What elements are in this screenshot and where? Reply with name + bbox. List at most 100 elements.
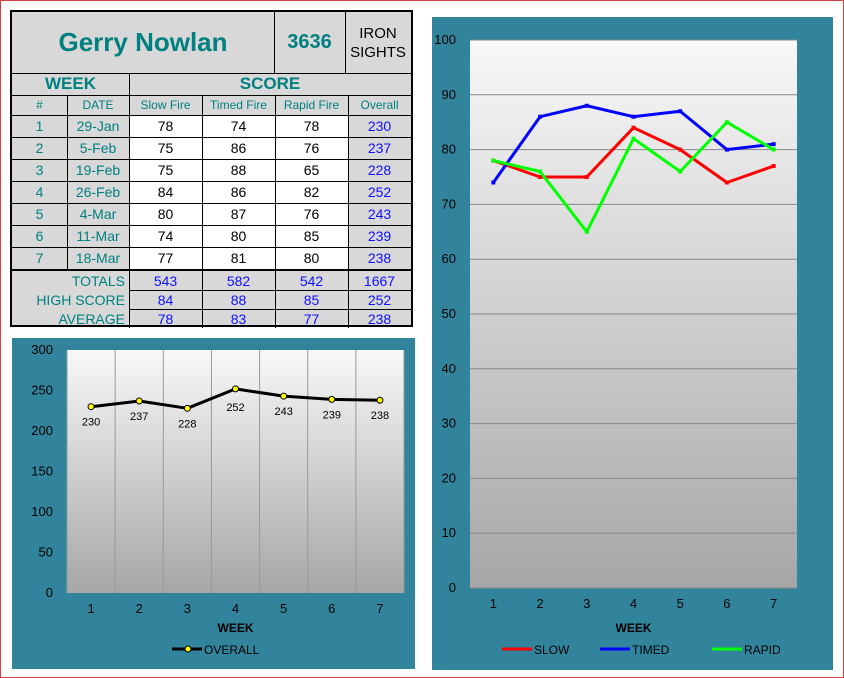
row-cell-timed[interactable]: 80: [202, 225, 275, 247]
row-cell-slow[interactable]: 75: [129, 137, 202, 159]
y-tick-label: 100: [31, 504, 53, 519]
row-cell-timed[interactable]: 88: [202, 159, 275, 181]
footer-label[interactable]: HIGH SCORE: [36, 291, 125, 308]
footer-timed[interactable]: 582: [226, 272, 251, 289]
row-cell-overall[interactable]: 252: [367, 184, 392, 200]
data-label: 239: [323, 409, 341, 421]
footer-rapid[interactable]: 542: [299, 272, 324, 289]
footer-label[interactable]: TOTALS: [71, 272, 125, 289]
row-cell-timed[interactable]: 87: [202, 203, 275, 225]
row-cell-date[interactable]: 4-Mar: [79, 206, 117, 222]
row-cell-n[interactable]: 4: [35, 184, 44, 200]
row-cell-rapid[interactable]: 76: [275, 203, 348, 225]
data-point: [771, 142, 776, 147]
row-cell-n[interactable]: 7: [35, 250, 44, 266]
row-cell-timed[interactable]: 86: [202, 137, 275, 159]
grid-line: [129, 290, 411, 291]
row-cell-slow[interactable]: 80: [129, 203, 202, 225]
data-point: [135, 397, 143, 405]
y-tick-label: 0: [46, 585, 53, 600]
footer-label[interactable]: AVERAGE: [58, 310, 125, 327]
footer-slow[interactable]: 78: [157, 310, 174, 327]
data-point: [724, 147, 729, 152]
x-tick-label: 2: [536, 596, 543, 611]
y-tick-label: 50: [442, 306, 456, 321]
row-cell-rapid[interactable]: 76: [275, 137, 348, 159]
row-cell-overall[interactable]: 239: [367, 228, 392, 244]
footer-timed[interactable]: 88: [230, 291, 247, 308]
data-point: [631, 136, 636, 141]
data-point: [538, 169, 543, 174]
row-cell-n[interactable]: 5: [35, 206, 44, 222]
grid-line: [12, 269, 411, 271]
score-table: Gerry Nowlan 3636 IRON SIGHTS WEEK SCORE…: [10, 10, 413, 328]
y-tick-label: 150: [31, 464, 53, 479]
shooter-number[interactable]: 3636: [287, 31, 332, 53]
row-cell-overall[interactable]: 230: [367, 118, 392, 134]
row-cell-slow[interactable]: 74: [129, 225, 202, 247]
y-tick-label: 200: [31, 423, 53, 438]
grid-line: [12, 181, 411, 182]
sight-type[interactable]: IRON SIGHTS: [345, 12, 411, 73]
footer-rapid[interactable]: 77: [303, 310, 320, 327]
row-cell-date[interactable]: 29-Jan: [76, 118, 120, 134]
row-cell-rapid[interactable]: 82: [275, 181, 348, 203]
column-header[interactable]: Overall: [360, 98, 399, 112]
legend-label: OVERALL: [204, 643, 260, 657]
footer-timed[interactable]: 83: [230, 310, 247, 327]
overall-chart-panel: 0 50 100 150 200 250 300 1 2 3 4 5 6 7 WEEK 230 237 228 25…: [12, 338, 415, 669]
row-cell-slow[interactable]: 78: [129, 115, 202, 137]
footer-slow[interactable]: 84: [157, 291, 174, 308]
data-point: [678, 147, 683, 152]
row-cell-overall[interactable]: 228: [367, 162, 392, 178]
data-point: [631, 125, 636, 130]
row-cell-overall[interactable]: 237: [367, 140, 392, 156]
column-header[interactable]: Rapid Fire: [283, 98, 340, 112]
row-cell-rapid[interactable]: 65: [275, 159, 348, 181]
row-cell-date[interactable]: 5-Feb: [79, 140, 117, 156]
row-cell-date[interactable]: 26-Feb: [75, 184, 121, 200]
row-cell-n[interactable]: 1: [35, 118, 44, 134]
column-header[interactable]: #: [36, 98, 43, 112]
row-cell-overall[interactable]: 243: [367, 206, 392, 222]
row-cell-rapid[interactable]: 78: [275, 115, 348, 137]
row-cell-timed[interactable]: 86: [202, 181, 275, 203]
row-cell-n[interactable]: 2: [35, 140, 44, 156]
row-cell-slow[interactable]: 75: [129, 159, 202, 181]
row-cell-overall[interactable]: 238: [367, 250, 392, 266]
footer-overall[interactable]: 238: [367, 310, 392, 327]
row-cell-date[interactable]: 11-Mar: [76, 228, 120, 244]
footer-slow[interactable]: 543: [153, 272, 178, 289]
grid-line: [12, 95, 411, 96]
row-cell-date[interactable]: 18-Mar: [75, 250, 121, 266]
x-tick-label: 7: [376, 601, 383, 616]
y-tick-label: 50: [39, 545, 53, 560]
column-header[interactable]: DATE: [82, 98, 114, 112]
footer-overall[interactable]: 252: [367, 291, 392, 308]
row-cell-rapid[interactable]: 85: [275, 225, 348, 247]
row-cell-slow[interactable]: 84: [129, 181, 202, 203]
column-header[interactable]: Timed Fire: [210, 98, 267, 112]
grid-line: [12, 203, 411, 204]
data-point: [724, 180, 729, 185]
data-point: [771, 147, 776, 152]
row-cell-n[interactable]: 3: [35, 162, 44, 178]
column-header[interactable]: Slow Fire: [140, 98, 191, 112]
sight-type-line1: IRON: [359, 24, 397, 42]
row-cell-timed[interactable]: 81: [202, 247, 275, 269]
grid-line: [12, 225, 411, 226]
row-cell-timed[interactable]: 74: [202, 115, 275, 137]
row-cell-slow[interactable]: 77: [129, 247, 202, 269]
row-cell-date[interactable]: 19-Feb: [75, 162, 121, 178]
footer-overall[interactable]: 1667: [363, 272, 396, 289]
row-cell-n[interactable]: 6: [35, 228, 44, 244]
footer-rapid[interactable]: 85: [303, 291, 320, 308]
x-tick-label: 4: [232, 601, 239, 616]
grid-line: [12, 137, 411, 138]
y-tick-label: 300: [31, 342, 53, 357]
grid-line: [12, 73, 411, 74]
x-tick-label: 6: [328, 601, 335, 616]
y-tick-label: 60: [442, 251, 456, 266]
shooter-name[interactable]: Gerry Nowlan: [12, 12, 274, 73]
row-cell-rapid[interactable]: 80: [275, 247, 348, 269]
